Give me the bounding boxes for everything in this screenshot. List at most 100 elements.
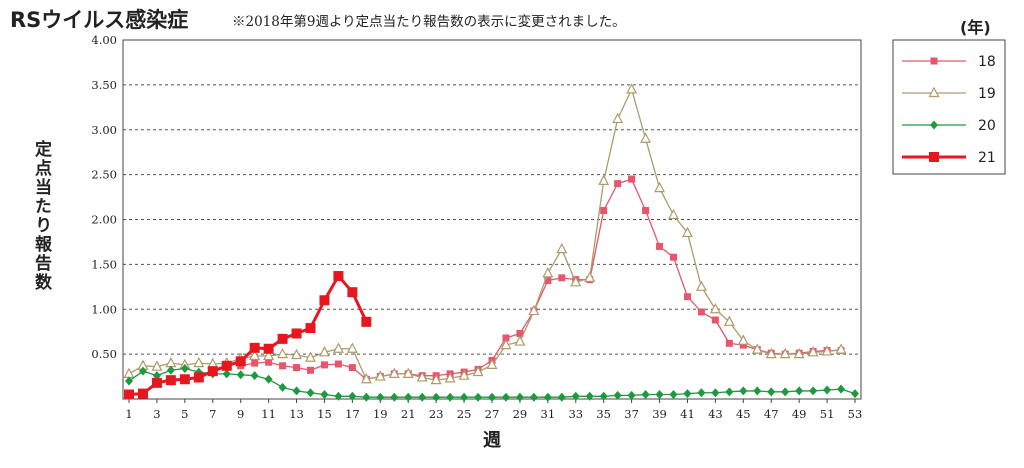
- data-point-19: [626, 83, 638, 94]
- data-point-19: [277, 347, 289, 359]
- x-tick-label: 43: [708, 407, 723, 421]
- x-tick-label: 17: [345, 407, 360, 421]
- data-point-20: [166, 365, 175, 375]
- data-point-20: [125, 376, 133, 386]
- data-point-19: [695, 280, 707, 291]
- data-point-18: [348, 364, 356, 372]
- data-point-20: [753, 386, 762, 396]
- data-point-20: [292, 386, 301, 396]
- data-point-18: [656, 242, 664, 250]
- data-point-19: [374, 370, 386, 381]
- series-line-21: [128, 274, 368, 397]
- series-line-19: [128, 88, 842, 381]
- data-point-19: [835, 343, 847, 354]
- data-point-20: [222, 369, 231, 379]
- legend: 18 19 20 21: [892, 39, 1006, 175]
- data-point-20: [795, 386, 804, 396]
- data-point-19: [612, 112, 624, 124]
- data-point-20: [501, 392, 510, 402]
- data-point-20: [851, 389, 859, 399]
- legend-marker-20: [930, 120, 938, 130]
- data-point-19: [556, 242, 568, 254]
- x-tick-label: 31: [541, 407, 556, 421]
- data-point-20: [180, 363, 189, 373]
- data-point-19: [793, 347, 805, 359]
- x-tick-label: 3: [153, 407, 160, 421]
- data-point-20: [488, 392, 496, 402]
- y-tick-label: 2.50: [91, 168, 117, 182]
- x-tick-label: 21: [401, 407, 416, 421]
- data-point-19: [123, 367, 135, 378]
- legend-marker-19: [928, 86, 940, 98]
- data-point-20: [585, 391, 594, 401]
- data-point-20: [641, 390, 650, 400]
- x-tick-label: 27: [485, 407, 500, 421]
- data-point-20: [613, 390, 622, 400]
- data-point-21: [319, 295, 330, 306]
- data-point-19: [416, 371, 428, 382]
- data-point-19: [291, 348, 303, 360]
- data-point-20: [390, 392, 399, 402]
- legend-unit: (年): [960, 18, 991, 37]
- data-point-19: [263, 349, 275, 361]
- x-tick-label: 9: [237, 407, 244, 421]
- data-point-20: [669, 390, 678, 400]
- data-point-19: [151, 360, 163, 371]
- data-point-19: [514, 335, 526, 346]
- data-point-18: [265, 358, 273, 366]
- chart-title: RSウイルス感染症: [10, 8, 189, 32]
- y-tick-label: 1.50: [91, 257, 117, 271]
- data-point-18: [711, 316, 719, 324]
- data-point-21: [221, 360, 232, 371]
- x-tick-label: 7: [209, 407, 216, 421]
- data-point-20: [362, 392, 371, 402]
- data-point-20: [250, 371, 259, 381]
- data-point-21: [124, 389, 134, 400]
- data-point-20: [683, 389, 692, 399]
- data-point-18: [739, 341, 747, 349]
- data-point-19: [193, 356, 205, 368]
- x-axis-ticks: 1 3 5 7 9 11 13 15 17 19 21 23 25 27 29 31 33 35 37 39 41 43 4…: [125, 399, 862, 421]
- data-point-19: [318, 346, 330, 357]
- data-point-19: [737, 334, 749, 345]
- grid-lines: [123, 39, 861, 355]
- data-point-20: [781, 387, 790, 397]
- legend-label-18: 18: [978, 54, 996, 70]
- data-point-21: [165, 375, 176, 386]
- data-point-19: [821, 345, 833, 356]
- data-point-18: [251, 359, 259, 367]
- data-point-19: [388, 367, 400, 378]
- x-tick-label: 11: [261, 407, 276, 421]
- data-point-20: [404, 392, 413, 402]
- data-point-20: [571, 391, 580, 401]
- data-point-20: [837, 384, 846, 394]
- data-point-19: [332, 342, 344, 353]
- data-point-21: [291, 328, 302, 339]
- data-point-20: [711, 388, 720, 398]
- data-point-19: [486, 358, 498, 369]
- y-axis-ticks: 4.00 3.50 3.00 2.50 2.00 1.50 1.00 0.50: [91, 33, 117, 361]
- data-point-19: [584, 271, 596, 282]
- data-point-19: [807, 346, 819, 357]
- legend-label-21: 21: [978, 150, 996, 166]
- data-point-18: [307, 366, 314, 374]
- x-tick-label: 45: [736, 407, 751, 421]
- legend-label-19: 19: [978, 86, 996, 102]
- data-point-18: [558, 274, 566, 282]
- data-point-21: [151, 377, 162, 388]
- data-point-18: [320, 361, 328, 369]
- data-point-19: [458, 369, 470, 380]
- data-point-20: [543, 392, 552, 402]
- data-point-20: [809, 386, 818, 396]
- legend-marker-21: [929, 152, 939, 162]
- data-point-21: [137, 388, 148, 399]
- data-point-18: [516, 329, 524, 337]
- legend-label-20: 20: [978, 118, 996, 134]
- data-point-20: [529, 392, 538, 402]
- data-point-21: [179, 374, 190, 385]
- data-point-20: [264, 374, 273, 384]
- series-21: [124, 271, 372, 400]
- data-point-20: [320, 390, 329, 400]
- data-point-20: [460, 392, 469, 402]
